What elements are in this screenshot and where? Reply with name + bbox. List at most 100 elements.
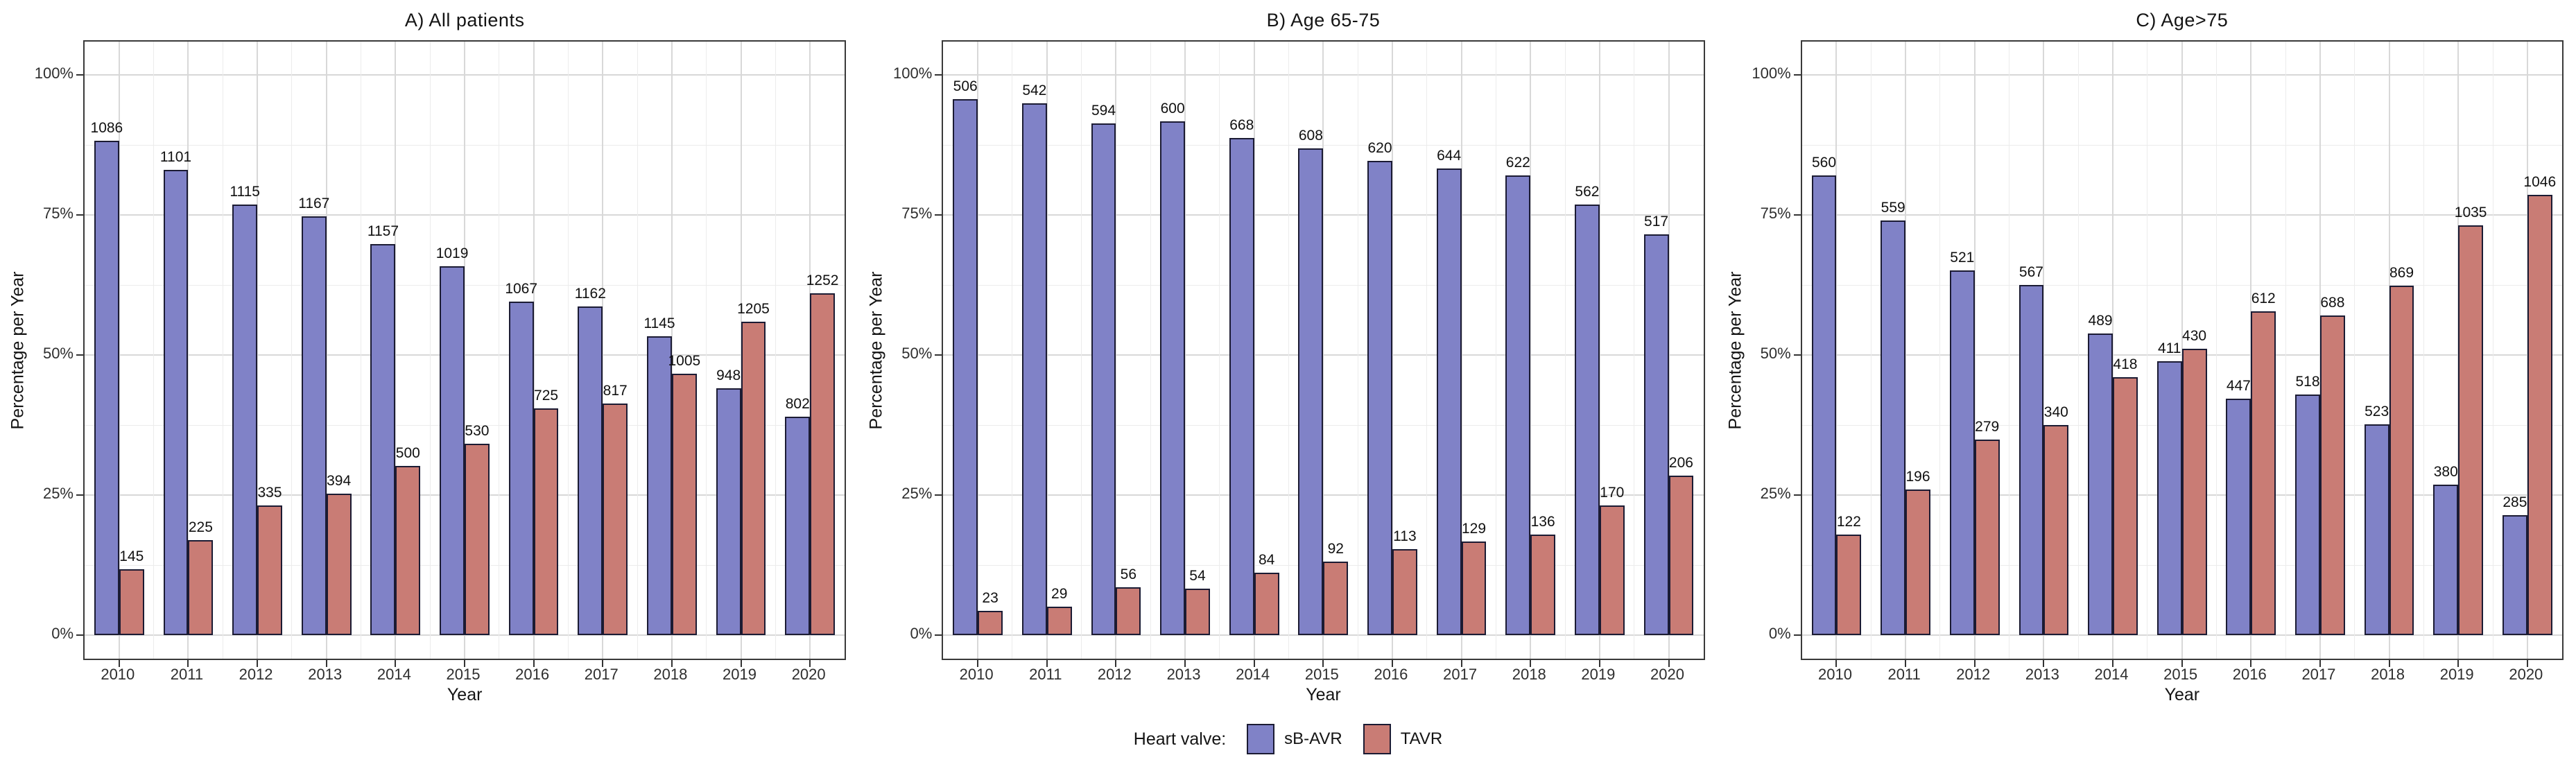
gridline-v-major bbox=[602, 42, 604, 659]
bar-sbavr bbox=[1160, 121, 1186, 635]
x-tick-label: 2016 bbox=[515, 666, 550, 683]
bar-sbavr bbox=[163, 170, 189, 635]
bar-value-label: 530 bbox=[465, 422, 490, 439]
bar-value-label: 725 bbox=[534, 387, 559, 404]
bar-value-label: 869 bbox=[2389, 264, 2414, 281]
x-tick-mark bbox=[2250, 660, 2252, 667]
bar-sbavr bbox=[370, 244, 396, 635]
x-tick-mark bbox=[187, 660, 189, 667]
bar-value-label: 170 bbox=[1600, 484, 1625, 501]
x-tick-label: 2010 bbox=[1817, 666, 1852, 683]
bar-tavr bbox=[1974, 440, 2000, 635]
gridline-v-major bbox=[1253, 42, 1255, 659]
bar-tavr bbox=[1668, 475, 1694, 635]
x-tick-mark bbox=[1253, 660, 1255, 667]
x-tick-label: 2016 bbox=[2232, 666, 2267, 683]
bar-value-label: 1019 bbox=[435, 245, 469, 262]
y-axis-ticks: 0% 25% 50% 75% 100% bbox=[893, 40, 942, 660]
bar-tavr bbox=[1599, 505, 1625, 635]
x-tick-mark bbox=[325, 660, 327, 667]
bar-value-label: 1252 bbox=[806, 272, 839, 289]
bar-value-label: 523 bbox=[2365, 404, 2389, 420]
bar-tavr bbox=[2389, 285, 2414, 635]
bar-value-label: 335 bbox=[257, 485, 282, 501]
gridline-v-major bbox=[1668, 42, 1670, 659]
gridline-v-major bbox=[1973, 42, 1976, 659]
y-tick-mark bbox=[935, 494, 942, 496]
bar-value-label: 517 bbox=[1644, 214, 1669, 230]
x-tick-mark bbox=[809, 660, 811, 667]
legend-label-sbavr: sB-AVR bbox=[1284, 729, 1342, 748]
bar-value-label: 1205 bbox=[737, 300, 770, 317]
legend: Heart valve: sB-AVR TAVR bbox=[0, 713, 2576, 771]
bar-value-label: 340 bbox=[2043, 404, 2068, 420]
bar-tavr bbox=[257, 505, 282, 635]
bar-value-label: 622 bbox=[1505, 154, 1530, 171]
y-tick-mark bbox=[76, 354, 83, 356]
x-tick-mark bbox=[1668, 660, 1670, 667]
x-tick-mark bbox=[2319, 660, 2321, 667]
y-tick-label: 75% bbox=[901, 205, 933, 222]
bar-sbavr bbox=[440, 266, 465, 635]
y-tick-mark bbox=[1793, 214, 1801, 216]
bar-sbavr bbox=[301, 216, 327, 635]
gridline-v-major bbox=[257, 42, 259, 659]
y-tick-mark bbox=[1793, 634, 1801, 636]
bar-sbavr bbox=[2433, 484, 2459, 635]
x-tick-label: 2015 bbox=[1304, 666, 1339, 683]
gridline-v-major bbox=[325, 42, 327, 659]
gridline-v-major bbox=[1835, 42, 1838, 659]
bar-value-label: 668 bbox=[1229, 116, 1254, 133]
x-tick-label: 2015 bbox=[446, 666, 481, 683]
gridline-v-major bbox=[1460, 42, 1462, 659]
gridline-v-minor bbox=[429, 42, 431, 659]
bar-tavr bbox=[1836, 535, 1862, 635]
bar-sbavr bbox=[1575, 205, 1600, 635]
x-axis-ticks: 2010 2011 2012 2013 2014 2015 2016 2017 2018 2019… bbox=[1801, 660, 2564, 685]
x-tick-mark bbox=[2181, 660, 2183, 667]
gridline-v-major bbox=[1322, 42, 1324, 659]
bar-value-label: 113 bbox=[1393, 528, 1417, 544]
gridline-v-major bbox=[118, 42, 120, 659]
x-tick-mark bbox=[395, 660, 397, 667]
x-tick-mark bbox=[2043, 660, 2045, 667]
gridline-v-minor bbox=[1426, 42, 1428, 659]
x-tick-mark bbox=[2112, 660, 2114, 667]
bar-tavr bbox=[2251, 311, 2276, 635]
gridline-v-minor bbox=[2215, 42, 2217, 659]
gridline-v-minor bbox=[2285, 42, 2286, 659]
gridline-v-minor bbox=[1870, 42, 1872, 659]
plot-area: 560 122 559 196 521 279 567 340 489 418 411 430 447 6… bbox=[1793, 40, 2564, 667]
gridline-v-major bbox=[2112, 42, 2114, 659]
bar-value-label: 518 bbox=[2295, 373, 2320, 390]
bar-value-label: 521 bbox=[1950, 250, 1975, 266]
bar-value-label: 559 bbox=[1881, 200, 1905, 216]
x-tick-label: 2012 bbox=[1097, 666, 1132, 683]
y-axis-title: Percentage per Year bbox=[866, 271, 886, 429]
x-tick-mark bbox=[671, 660, 673, 667]
bar-sbavr bbox=[1091, 123, 1116, 635]
gridline-v-major bbox=[1046, 42, 1048, 659]
panel-title: C) Age>75 bbox=[2136, 9, 2229, 31]
x-tick-mark bbox=[464, 660, 465, 667]
y-axis-ticks: 0% 25% 50% 75% 100% bbox=[35, 40, 83, 660]
x-tick-mark bbox=[740, 660, 742, 667]
bar-sbavr bbox=[2019, 285, 2044, 635]
x-tick-label: 2019 bbox=[723, 666, 757, 683]
bar-value-label: 122 bbox=[1836, 514, 1861, 530]
bar-value-label: 500 bbox=[395, 444, 420, 461]
bar-tavr bbox=[1461, 542, 1487, 635]
bar-tavr bbox=[1323, 562, 1349, 635]
y-tick-mark bbox=[935, 634, 942, 636]
x-tick-mark bbox=[1598, 660, 1600, 667]
bar-sbavr bbox=[1949, 270, 1975, 635]
bar-value-label: 1101 bbox=[159, 149, 192, 166]
bar-tavr bbox=[1185, 588, 1210, 635]
y-tick-mark bbox=[935, 74, 942, 76]
bar-value-label: 380 bbox=[2433, 463, 2458, 480]
bar-value-label: 447 bbox=[2226, 378, 2251, 395]
bar-value-label: 1115 bbox=[230, 183, 260, 200]
bar-sbavr bbox=[2364, 424, 2389, 635]
bar-tavr bbox=[533, 408, 559, 635]
bar-value-label: 594 bbox=[1091, 102, 1116, 119]
